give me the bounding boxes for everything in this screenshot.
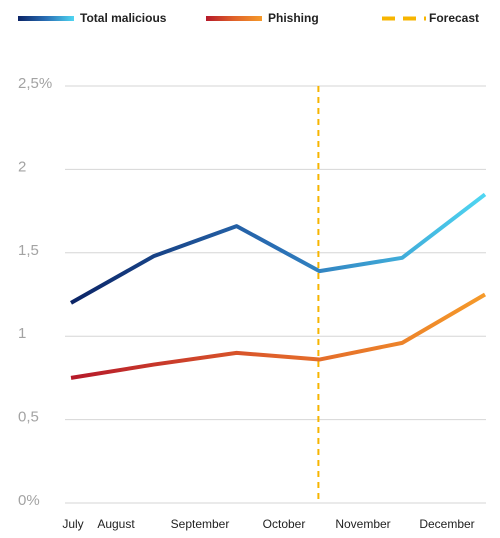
legend-label: Total malicious <box>80 11 167 25</box>
y-tick-label: 1 <box>18 325 26 342</box>
series-line <box>70 292 487 380</box>
x-tick-label: November <box>335 517 390 531</box>
x-tick-label: July <box>62 517 83 531</box>
y-tick-label: 1,5 <box>18 242 39 259</box>
y-tick-label: 2,5% <box>18 75 52 92</box>
legend-swatch <box>206 16 262 21</box>
x-tick-label: October <box>263 517 306 531</box>
y-tick-label: 0,5 <box>18 409 39 426</box>
legend-label: Forecast <box>429 11 479 25</box>
series-line <box>70 192 487 305</box>
y-tick-label: 2 <box>18 158 26 175</box>
x-tick-label: August <box>97 517 135 531</box>
x-tick-label: December <box>419 517 474 531</box>
legend-label: Phishing <box>268 11 319 25</box>
legend-swatch <box>18 16 74 21</box>
y-tick-label: 0% <box>18 492 40 509</box>
x-tick-label: September <box>171 517 230 531</box>
